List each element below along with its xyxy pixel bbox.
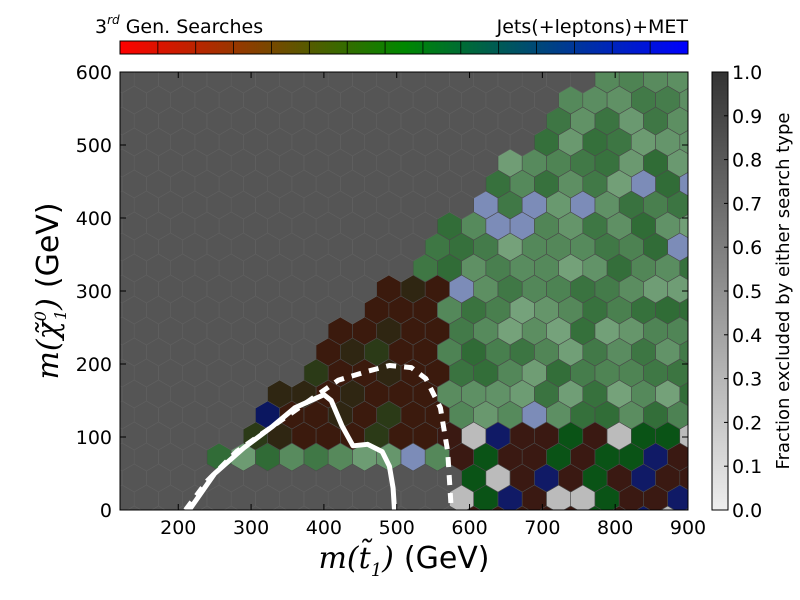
x-axis-label: m(t̃1) (GeV) <box>318 538 489 581</box>
heatmap-grid-cell <box>546 72 572 94</box>
x-tick-label: 800 <box>597 517 633 539</box>
heatmap-cell <box>618 72 644 94</box>
curve-dashed <box>183 363 454 510</box>
heatmap-grid-cell <box>133 72 159 94</box>
colorbar-tick-label: 0.8 <box>732 150 762 172</box>
heatmap-cell <box>563 505 579 510</box>
x-axis-ticks: 200 300 400 500 600 700 800 900 <box>160 72 706 539</box>
heatmap-grid-cell <box>473 72 499 94</box>
x-tick-label: 500 <box>379 517 415 539</box>
y-tick-label: 400 <box>76 208 112 230</box>
legend-title-left: 3rd Gen. Searches <box>95 13 263 38</box>
colorbar-tick-label: 0.4 <box>732 325 762 347</box>
colorbar-tick-label: 0.7 <box>732 193 762 215</box>
y-tick-label: 600 <box>76 62 112 84</box>
colorbar-tick-label: 0.2 <box>732 412 762 434</box>
heatmap-grid-cell <box>303 72 329 94</box>
x-tick-label: 400 <box>306 517 342 539</box>
heatmap-grid-cell <box>570 72 596 94</box>
legend-title-right: Jets(+leptons)+MET <box>496 16 689 38</box>
heatmap-grid-cell <box>120 91 123 109</box>
y-tick-label: 500 <box>76 135 112 157</box>
heatmap-grid-cell <box>497 72 523 94</box>
colorbar-tick-label: 0.3 <box>732 369 762 391</box>
colorbar-tick-label: 0.5 <box>732 281 762 303</box>
colorbar-ticks: 0.0 0.1 0.2 0.3 0.4 0.5 0.6 0.7 0.8 0.9 1.0 <box>724 62 762 522</box>
heatmap-grid-cell <box>327 72 353 94</box>
heatmap-grid-cell <box>120 72 135 94</box>
x-tick-label: 600 <box>451 517 487 539</box>
heatmap-grid-cell <box>120 385 123 403</box>
heatmap-cell <box>635 505 652 510</box>
heatmap-grid-cell <box>120 259 123 277</box>
legend-gradient-bar <box>119 40 689 55</box>
y-axis-ticks: 0 100 200 300 400 500 600 <box>76 62 688 522</box>
y-tick-label: 200 <box>76 354 112 376</box>
heatmap-grid-cell <box>120 469 123 487</box>
colorbar-tick-label: 0.0 <box>732 500 762 522</box>
colorbar-label: Fraction excluded by either search type <box>773 113 794 470</box>
heatmap-grid-cell <box>400 72 426 94</box>
heatmap-grid-cell <box>279 72 305 94</box>
heatmap-grid-cell <box>352 72 378 94</box>
x-tick-label: 900 <box>670 517 706 539</box>
colorbar-tick-label: 1.0 <box>732 62 762 84</box>
colorbar-tick-label: 0.6 <box>732 237 762 259</box>
heatmap-cell <box>660 505 676 510</box>
colorbar-tick-label: 0.9 <box>732 106 762 128</box>
heatmap-cell <box>587 505 603 510</box>
heatmap-cell <box>667 72 688 94</box>
heatmap-grid-cell <box>255 72 281 94</box>
colorbar-tick-label: 0.1 <box>732 456 762 478</box>
heatmap-grid-cell <box>158 72 184 94</box>
heatmap-grid-cell <box>120 175 123 193</box>
legend-gradient-ticks <box>157 41 651 54</box>
heatmap-grid-cell <box>206 72 232 94</box>
heatmap-grid-cell <box>521 72 547 94</box>
heatmap-cell <box>643 72 669 94</box>
heatmap-grid-cell <box>424 72 450 94</box>
x-tick-label: 200 <box>160 517 196 539</box>
heatmap-cell <box>594 72 620 94</box>
heatmap-grid-cell <box>376 72 402 94</box>
y-axis-label: m(χ̃01)(GeV) <box>31 202 70 379</box>
heatmap-cell <box>514 505 530 510</box>
exclusion-curves <box>183 363 454 510</box>
heatmap-grid-cell <box>449 72 475 94</box>
y-tick-label: 0 <box>100 500 112 522</box>
hex-grid <box>120 72 688 510</box>
heatmap-cell <box>466 505 482 510</box>
heatmap-grid-cell <box>182 72 208 94</box>
y-tick-label: 300 <box>76 281 112 303</box>
heatmap-grid-cell <box>230 72 256 94</box>
heatmap-cell <box>538 505 555 510</box>
heatmap-cell <box>611 505 627 510</box>
heatmap-cell <box>490 505 506 510</box>
x-tick-label: 300 <box>233 517 269 539</box>
x-tick-label: 700 <box>524 517 560 539</box>
y-tick-label: 100 <box>76 427 112 449</box>
